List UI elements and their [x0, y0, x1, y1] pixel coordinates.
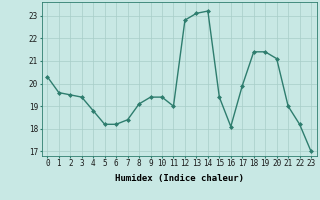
- X-axis label: Humidex (Indice chaleur): Humidex (Indice chaleur): [115, 174, 244, 183]
